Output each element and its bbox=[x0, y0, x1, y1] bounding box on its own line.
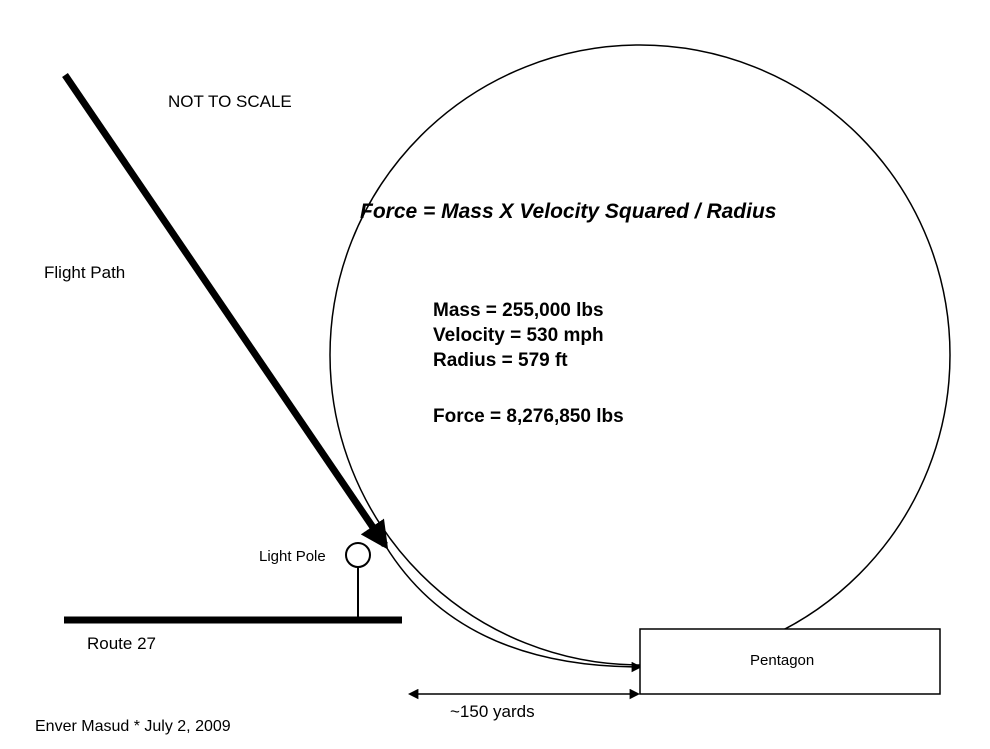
mass-value: Mass = 255,000 lbs bbox=[433, 298, 604, 324]
distance-label: ~150 yards bbox=[450, 702, 535, 722]
light-pole-head bbox=[346, 543, 370, 567]
flight-path-arrow bbox=[65, 75, 385, 545]
flight-path-label: Flight Path bbox=[44, 263, 125, 283]
light-pole-label: Light Pole bbox=[259, 548, 326, 565]
big-circle bbox=[330, 45, 950, 665]
pentagon-label: Pentagon bbox=[750, 652, 814, 669]
curve-path bbox=[385, 545, 640, 667]
velocity-value: Velocity = 530 mph bbox=[433, 323, 604, 349]
radius-value: Radius = 579 ft bbox=[433, 348, 568, 374]
not-to-scale-label: NOT TO SCALE bbox=[168, 92, 292, 112]
formula-text: Force = Mass X Velocity Squared / Radius bbox=[360, 200, 776, 224]
force-value: Force = 8,276,850 lbs bbox=[433, 406, 624, 428]
route-label: Route 27 bbox=[87, 634, 156, 654]
credit-label: Enver Masud * July 2, 2009 bbox=[35, 718, 231, 736]
